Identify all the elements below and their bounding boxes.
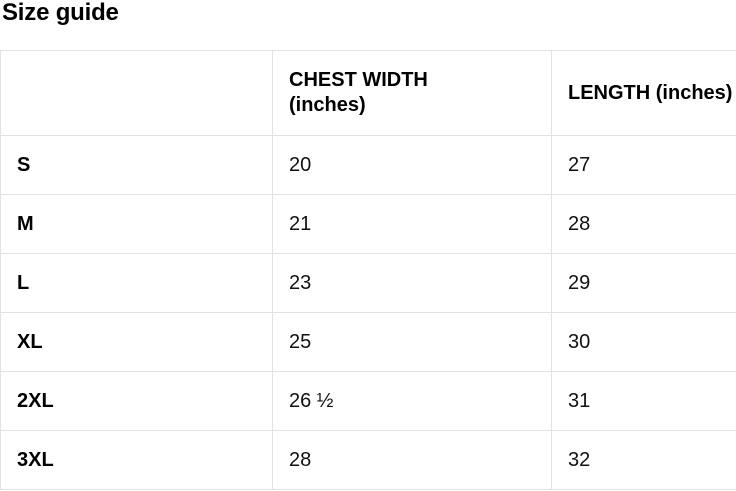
size-guide-table: CHEST WIDTH (inches) LENGTH (inches) S 2…	[0, 50, 736, 490]
table-row: S 20 27	[0, 135, 736, 195]
row-label: S	[0, 135, 273, 195]
row-label: 2XL	[0, 371, 273, 431]
row-label: XL	[0, 312, 273, 372]
length-value: 29	[551, 253, 736, 313]
length-value: 31	[551, 371, 736, 431]
chest-width-value: 25	[272, 312, 552, 372]
length-value: 30	[551, 312, 736, 372]
size-guide-table-container: CHEST WIDTH (inches) LENGTH (inches) S 2…	[0, 50, 736, 490]
page-title: Size guide	[2, 0, 119, 26]
header-row: CHEST WIDTH (inches) LENGTH (inches)	[0, 50, 736, 136]
table-header: CHEST WIDTH (inches) LENGTH (inches)	[0, 50, 736, 136]
chest-width-value: 21	[272, 194, 552, 254]
chest-width-value: 26 ½	[272, 371, 552, 431]
table-row: 3XL 28 32	[0, 430, 736, 490]
length-value: 27	[551, 135, 736, 195]
length-value: 32	[551, 430, 736, 490]
col-header-chest-width-label: CHEST WIDTH (inches)	[289, 69, 428, 116]
table-row: 2XL 26 ½ 31	[0, 371, 736, 431]
chest-width-value: 28	[272, 430, 552, 490]
row-label: L	[0, 253, 273, 313]
table-row: M 21 28	[0, 194, 736, 254]
row-label: 3XL	[0, 430, 273, 490]
table-row: XL 25 30	[0, 312, 736, 372]
chest-width-value: 20	[272, 135, 552, 195]
length-value: 28	[551, 194, 736, 254]
col-header-length: LENGTH (inches)	[551, 50, 736, 136]
table-row: L 23 29	[0, 253, 736, 313]
col-header-chest-width: CHEST WIDTH (inches)	[272, 50, 552, 136]
chest-width-value: 23	[272, 253, 552, 313]
table-body: S 20 27 M 21 28 L 23 29 XL 25 30 2XL 26	[0, 135, 736, 490]
row-label: M	[0, 194, 273, 254]
col-header-size	[0, 50, 273, 136]
